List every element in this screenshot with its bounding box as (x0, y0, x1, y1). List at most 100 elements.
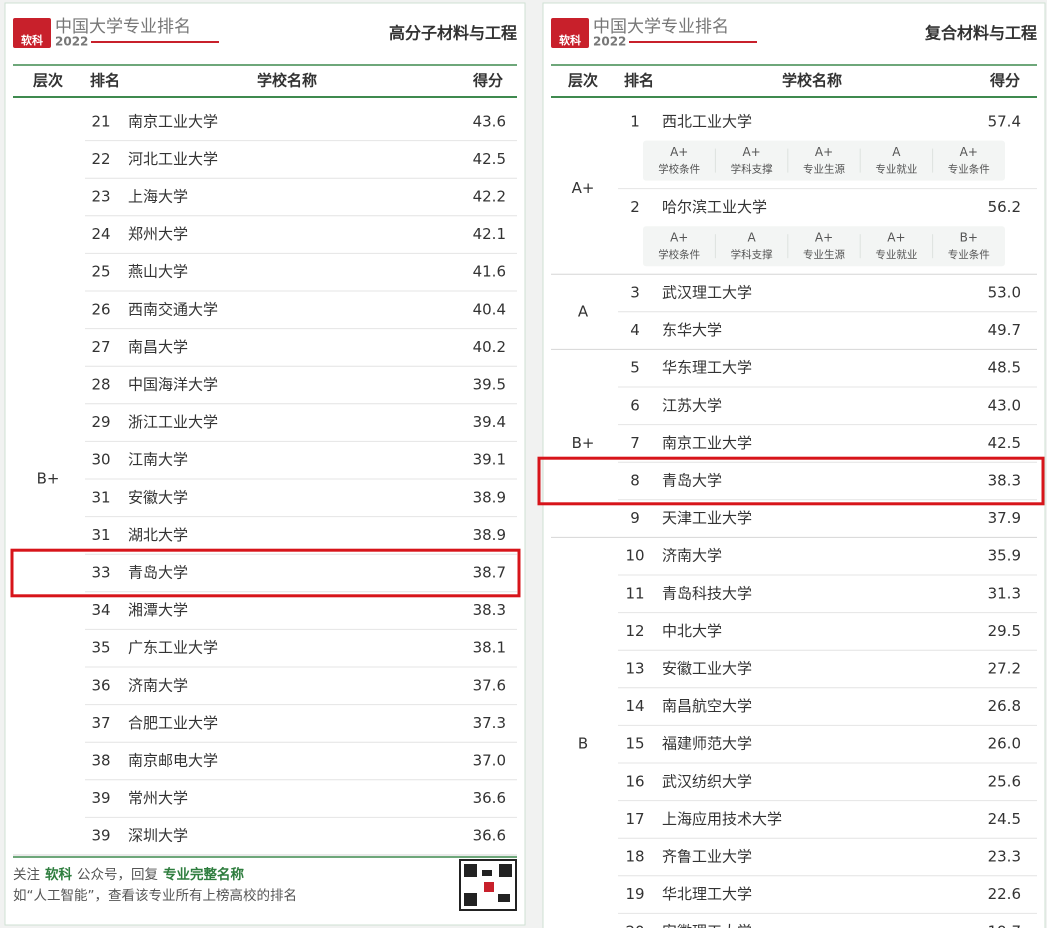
school-name: 上海大学 (128, 188, 188, 206)
rank: 8 (630, 472, 640, 490)
logo (551, 18, 589, 48)
rank: 35 (91, 639, 110, 657)
rank: 29 (91, 413, 110, 431)
rank: 37 (91, 714, 110, 732)
score: 43.6 (473, 112, 506, 130)
score: 38.9 (473, 488, 506, 506)
rank: 4 (630, 321, 640, 339)
score: 49.7 (988, 321, 1021, 339)
school-name: 浙江工业大学 (128, 413, 218, 431)
score: 57.4 (988, 112, 1021, 130)
score: 37.9 (988, 509, 1021, 527)
column-header: 得分 (989, 72, 1020, 90)
score: 42.2 (473, 188, 506, 206)
indicator-label: 专业条件 (948, 248, 990, 261)
rank: 33 (91, 564, 110, 582)
rank: 21 (91, 112, 110, 130)
rank: 16 (625, 772, 644, 790)
school-name: 华东理工大学 (662, 359, 752, 377)
school-name: 常州大学 (128, 789, 188, 807)
score: 42.5 (473, 150, 506, 168)
column-header: 排名 (90, 72, 120, 90)
rank: 15 (625, 735, 644, 753)
school-name: 湖北大学 (128, 526, 188, 544)
rank: 14 (625, 697, 644, 715)
rank: 3 (630, 284, 640, 302)
rank: 36 (91, 676, 110, 694)
indicator-label: 专业生源 (803, 248, 845, 261)
school-name: 福建师范大学 (662, 735, 752, 753)
school-name: 广东工业大学 (128, 639, 218, 657)
school-name: 武汉纺织大学 (662, 772, 752, 790)
school-name: 西南交通大学 (128, 300, 218, 318)
school-name: 青岛大学 (662, 472, 722, 490)
score: 23.3 (988, 848, 1021, 866)
school-name: 南京工业大学 (128, 112, 218, 130)
brand-year: 2022 (593, 35, 626, 49)
school-name: 哈尔滨工业大学 (662, 198, 767, 216)
footer-segment: 软科 (45, 866, 72, 883)
indicator-label: 学校条件 (658, 248, 700, 261)
indicator-grade: A+ (670, 231, 688, 245)
school-name: 中国海洋大学 (128, 376, 218, 394)
school-name: 湘潭大学 (128, 601, 188, 619)
school-name: 南京工业大学 (662, 434, 752, 452)
column-header: 学校名称 (782, 72, 842, 90)
rank: 23 (91, 188, 110, 206)
school-name: 上海应用技术大学 (662, 810, 782, 828)
score: 48.5 (988, 359, 1021, 377)
school-name: 江南大学 (128, 451, 188, 469)
score: 43.0 (988, 396, 1021, 414)
score: 27.2 (988, 660, 1021, 678)
school-name: 江苏大学 (662, 396, 722, 414)
school-name: 安徽工业大学 (662, 660, 752, 678)
school-name: 燕山大学 (128, 263, 188, 281)
score: 38.3 (988, 472, 1021, 490)
score: 37.6 (473, 676, 506, 694)
indicator-label: 学科支撑 (731, 248, 773, 261)
indicator-grade: A+ (815, 231, 833, 245)
subject-title: 复合材料与工程 (924, 24, 1037, 43)
rank: 27 (91, 338, 110, 356)
score: 26.0 (988, 735, 1021, 753)
school-name: 青岛科技大学 (662, 584, 752, 602)
rank: 9 (630, 509, 640, 527)
rank: 28 (91, 376, 110, 394)
score: 25.6 (988, 772, 1021, 790)
level: B (578, 735, 588, 753)
footer-segment: 关注 (13, 867, 40, 883)
indicator-box (643, 226, 1005, 267)
indicator-grade: B+ (960, 231, 978, 245)
score: 29.5 (988, 622, 1021, 640)
score: 40.2 (473, 338, 506, 356)
school-name: 中北大学 (662, 622, 722, 640)
score: 35.9 (988, 547, 1021, 565)
school-name: 河北工业大学 (128, 150, 218, 168)
rank: 13 (625, 660, 644, 678)
indicator-grade: A+ (960, 145, 978, 159)
score: 31.3 (988, 584, 1021, 602)
rank: 11 (625, 584, 644, 602)
score: 39.1 (473, 451, 506, 469)
score: 36.6 (473, 827, 506, 845)
rank: 24 (91, 225, 110, 243)
level: A+ (572, 179, 595, 197)
logo-text: 软科 (559, 33, 581, 47)
footer-line: 关注 软科 公众号，回复 专业完整名称 (13, 866, 244, 883)
indicator-grade: A+ (815, 145, 833, 159)
rank: 12 (625, 622, 644, 640)
indicator-grade: A (747, 231, 756, 245)
rank: 5 (630, 359, 640, 377)
level: B+ (37, 470, 60, 488)
indicator-box (643, 140, 1005, 181)
rank: 18 (625, 848, 644, 866)
indicator-label: 学校条件 (658, 163, 700, 176)
rank: 19 (625, 885, 644, 903)
rank: 25 (91, 263, 110, 281)
score: 39.4 (473, 413, 506, 431)
logo (13, 18, 51, 48)
brand-name: 中国大学专业排名 (55, 17, 191, 37)
rank: 38 (91, 752, 110, 770)
